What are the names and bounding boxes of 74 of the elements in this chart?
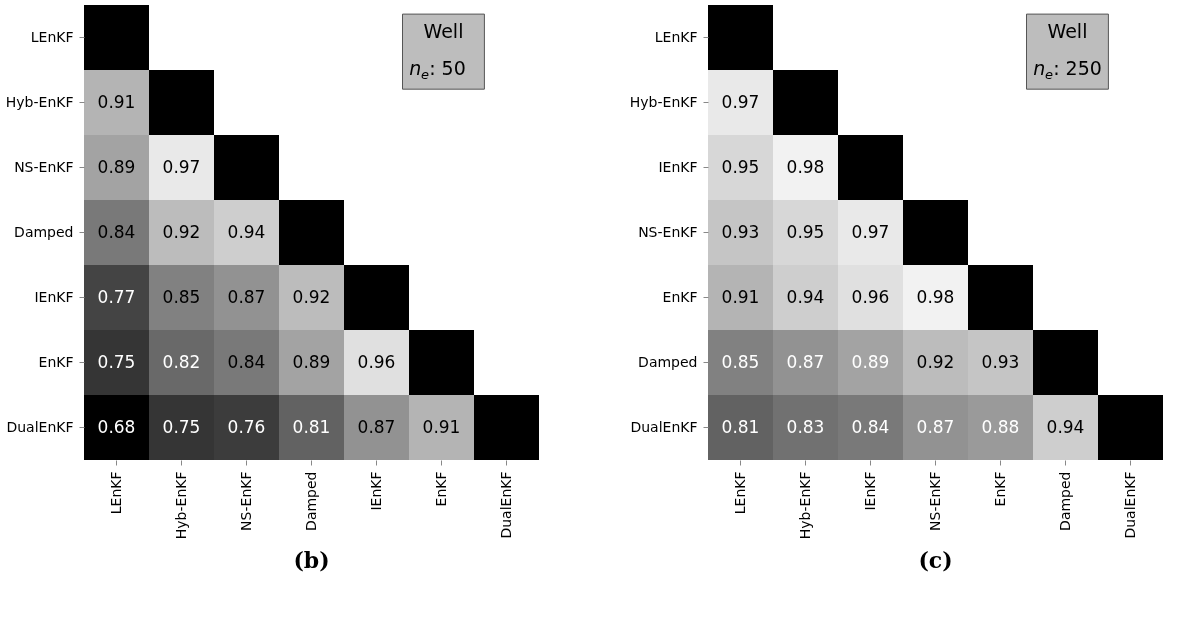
data-label: 0.85	[162, 286, 201, 307]
data-label: 0.96	[357, 351, 396, 372]
data-label: 0.75	[162, 416, 201, 437]
x-tick-label: Hyb-EnKF	[796, 471, 813, 540]
data-label: 0.91	[422, 416, 461, 437]
y-tick-label: NS-EnKF	[14, 158, 74, 175]
x-tick-label: Hyb-EnKF	[172, 471, 189, 540]
y-tick-label: EnKF	[38, 353, 74, 370]
x-tick-label: LEnKF	[107, 471, 124, 515]
data-label: 0.83	[786, 416, 825, 437]
y-tick-label: Hyb-EnKF	[5, 93, 74, 110]
data-label: 0.84	[97, 221, 136, 242]
y-tick-label: DualEnKF	[630, 418, 698, 435]
data-label: 0.68	[97, 416, 136, 437]
data-label: 0.97	[851, 221, 890, 242]
x-tick-label: DualEnKF	[1121, 471, 1138, 539]
data-label: 0.96	[851, 286, 890, 307]
y-tick-label: DualEnKF	[6, 418, 74, 435]
y-tick-label: LEnKF	[654, 28, 698, 45]
x-tick-label: DualEnKF	[497, 471, 514, 539]
data-label: 0.88	[981, 416, 1020, 437]
x-tick-label: Damped	[1056, 471, 1073, 531]
data-label: 0.75	[97, 351, 136, 372]
data-label: 0.87	[916, 416, 955, 437]
data-label: 0.82	[162, 351, 201, 372]
annotation: Well	[423, 20, 464, 43]
annotation: Well	[1047, 20, 1088, 43]
x-tick-label: EnKF	[991, 471, 1008, 507]
data-label: 0.97	[162, 156, 201, 177]
y-tick-label: Damped	[14, 223, 74, 240]
data-label: 0.97	[721, 91, 760, 112]
data-label: 0.81	[721, 416, 760, 437]
data-label: 0.95	[721, 156, 760, 177]
data-label: 0.87	[227, 286, 266, 307]
data-label: 0.89	[97, 156, 136, 177]
y-tick-label: EnKF	[662, 288, 698, 305]
data-label: 0.94	[1046, 416, 1085, 437]
data-label: 0.98	[916, 286, 955, 307]
data-label: 0.87	[357, 416, 396, 437]
data-label: 0.77	[97, 286, 136, 307]
data-label: 0.92	[162, 221, 201, 242]
data-label: 0.89	[851, 351, 890, 372]
x-tick-label: NS-EnKF	[926, 471, 943, 531]
y-tick-label: LEnKF	[30, 28, 74, 45]
data-label: 0.95	[786, 221, 825, 242]
data-label: 0.92	[292, 286, 331, 307]
y-tick-label: NS-EnKF	[638, 223, 698, 240]
data-label: 0.81	[292, 416, 331, 437]
x-tick-label: IEnKF	[861, 471, 878, 511]
data-label: 0.93	[981, 351, 1020, 372]
y-tick-label: Hyb-EnKF	[629, 93, 698, 110]
data-label: 0.84	[227, 351, 266, 372]
data-label: 0.89	[292, 351, 331, 372]
data-label: 0.87	[786, 351, 825, 372]
data-label: 0.94	[786, 286, 825, 307]
x-tick-label: IEnKF	[367, 471, 384, 511]
data-label: 0.91	[97, 91, 136, 112]
data-label: 0.76	[227, 416, 266, 437]
x-tick-label: LEnKF	[731, 471, 748, 515]
data-label: 0.93	[721, 221, 760, 242]
x-tick-label: NS-EnKF	[237, 471, 254, 531]
x-tick-label: Damped	[302, 471, 319, 531]
data-label: 0.94	[227, 221, 266, 242]
data-label: 0.91	[721, 286, 760, 307]
data-label: 0.85	[721, 351, 760, 372]
data-label: 0.84	[851, 416, 890, 437]
data-label: 0.98	[786, 156, 825, 177]
y-tick-label: IEnKF	[658, 158, 698, 175]
text: (c)	[918, 546, 953, 573]
y-tick-label: Damped	[638, 353, 698, 370]
text: (b)	[293, 546, 330, 573]
data-label: 0.92	[916, 351, 955, 372]
y-tick-label: IEnKF	[34, 288, 74, 305]
x-tick-label: EnKF	[432, 471, 449, 507]
